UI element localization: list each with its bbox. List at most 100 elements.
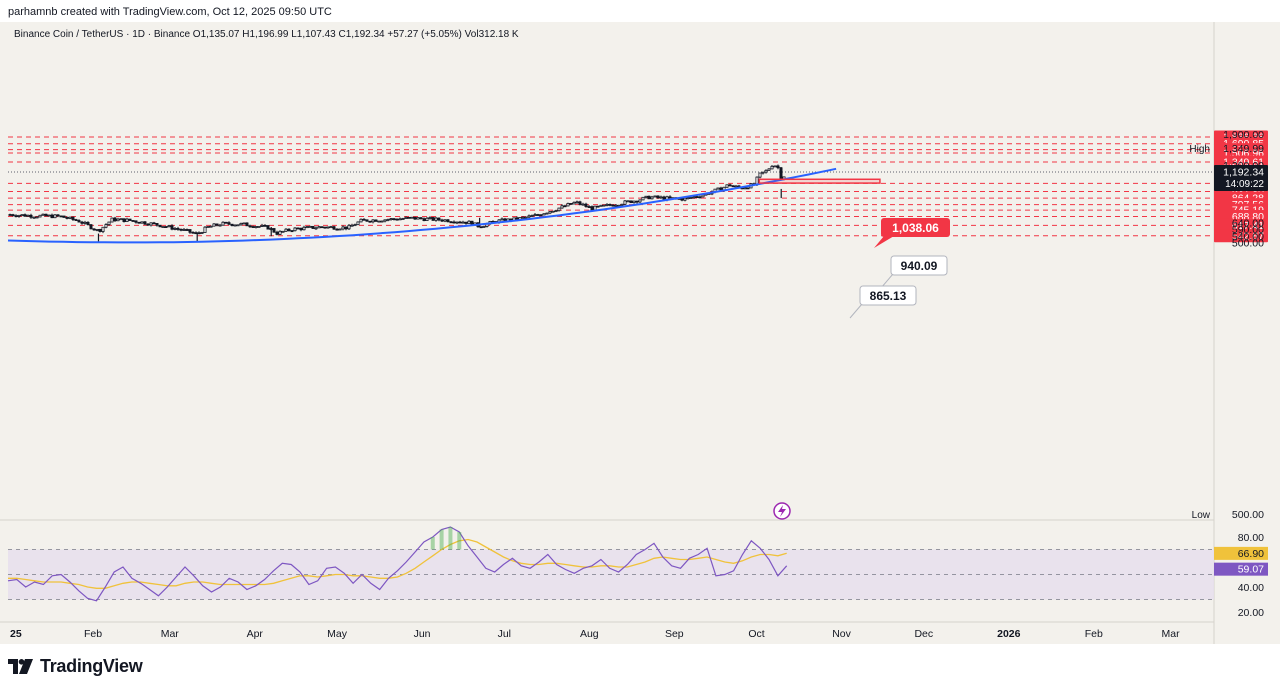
event-marker[interactable] xyxy=(773,502,791,520)
candle-body xyxy=(602,204,606,207)
parabolic-trendline[interactable] xyxy=(7,167,837,244)
candle-body xyxy=(698,196,702,199)
candle-body xyxy=(563,205,567,208)
time-axis-label: Sep xyxy=(665,628,684,640)
high-marker-label: High xyxy=(1189,144,1210,155)
candle-body xyxy=(569,203,573,205)
candle-body xyxy=(11,214,15,217)
candle-body xyxy=(236,224,240,227)
candle-body xyxy=(434,217,438,221)
low-marker-value: 500.00 xyxy=(1232,509,1264,521)
candle-body xyxy=(467,220,471,224)
candle-body xyxy=(44,213,48,217)
candle-body xyxy=(254,226,258,228)
candle-body xyxy=(56,214,60,217)
rsi-badge xyxy=(1214,562,1268,576)
candle-body xyxy=(575,201,579,204)
candle-body xyxy=(455,221,459,224)
candle-body xyxy=(770,165,774,170)
candle-body xyxy=(230,223,234,226)
high-marker-value: 1,349.99 xyxy=(1223,143,1264,155)
candle-body xyxy=(221,221,225,226)
callout-red[interactable]: 1,038.06 xyxy=(874,218,950,248)
candle-body xyxy=(605,203,609,206)
callout-865-bg xyxy=(859,285,917,306)
callout-865[interactable]: 865.13 xyxy=(849,285,917,319)
time-axis-label: Feb xyxy=(1085,628,1103,640)
candle-body xyxy=(683,197,687,201)
candle-body xyxy=(62,215,66,218)
candle-body xyxy=(227,222,231,225)
candle-body xyxy=(425,217,429,222)
last-price-value: 1,192.34 xyxy=(1223,167,1264,179)
tradingview-wordmark: TradingView xyxy=(40,656,143,676)
candle-body xyxy=(335,228,339,231)
candle-body xyxy=(83,221,87,224)
candle-body xyxy=(767,168,771,171)
candle-body xyxy=(275,231,279,235)
candle-body xyxy=(119,218,123,221)
candle-body xyxy=(242,222,246,225)
candle-body xyxy=(686,197,690,199)
candle-body xyxy=(398,218,402,221)
time-axis-label: Oct xyxy=(748,628,764,640)
chart-area[interactable] xyxy=(0,22,1280,644)
candle-body xyxy=(653,195,657,198)
candle-body xyxy=(155,223,159,226)
candle-body xyxy=(338,228,342,231)
candle-body xyxy=(431,217,435,221)
time-axis-label: Jun xyxy=(414,628,431,640)
candle-body xyxy=(383,219,387,222)
candle-body xyxy=(347,224,351,230)
candle-body xyxy=(695,196,699,198)
candle-body xyxy=(389,218,393,220)
candle-body xyxy=(359,218,363,223)
candle-body xyxy=(53,214,57,219)
candle-body xyxy=(71,216,75,220)
callout-940[interactable]: 940.09 xyxy=(880,255,948,289)
price-tick-label: 640.00 xyxy=(1232,217,1264,229)
callout-940-text: 940.09 xyxy=(901,259,938,273)
time-axis-label: Feb xyxy=(84,628,102,640)
time-axis-label: Nov xyxy=(832,628,851,640)
candle-body xyxy=(779,167,783,180)
candle-body xyxy=(137,221,141,224)
candle-body xyxy=(716,187,720,190)
candle-body xyxy=(530,215,534,217)
candle-body xyxy=(629,200,633,204)
callout-red-pointer xyxy=(874,236,894,248)
candle-body xyxy=(152,222,156,225)
candle-body xyxy=(128,218,132,221)
candle-body xyxy=(245,222,249,227)
candle-body xyxy=(170,225,174,230)
candle-body xyxy=(74,219,78,221)
candle-body xyxy=(311,225,315,229)
time-axis-label: Dec xyxy=(914,628,933,640)
candle-body xyxy=(113,217,117,222)
candle-body xyxy=(536,214,540,216)
candle-body xyxy=(731,185,735,188)
candle-body xyxy=(401,218,405,220)
support-zone[interactable] xyxy=(758,178,881,184)
time-axis-label: Aug xyxy=(580,628,599,640)
time-axis-label: Mar xyxy=(1162,628,1181,640)
candle-body xyxy=(437,217,441,221)
level-label: 617.41 xyxy=(1214,218,1268,232)
candle-body xyxy=(407,216,411,219)
candle-body xyxy=(566,203,570,207)
candle-body xyxy=(371,219,375,223)
candle-body xyxy=(173,228,177,230)
candle-body xyxy=(689,197,693,199)
candle-body xyxy=(458,221,462,224)
candle-body xyxy=(452,221,456,224)
candle-body xyxy=(206,226,210,228)
candle-body xyxy=(599,204,603,207)
last-price-badge xyxy=(1214,165,1268,192)
candle-body xyxy=(446,219,450,223)
candle-body xyxy=(197,232,201,235)
candle-body xyxy=(743,187,747,190)
candle-body xyxy=(26,214,30,217)
candle-body xyxy=(395,218,399,221)
candle-body xyxy=(548,211,552,214)
